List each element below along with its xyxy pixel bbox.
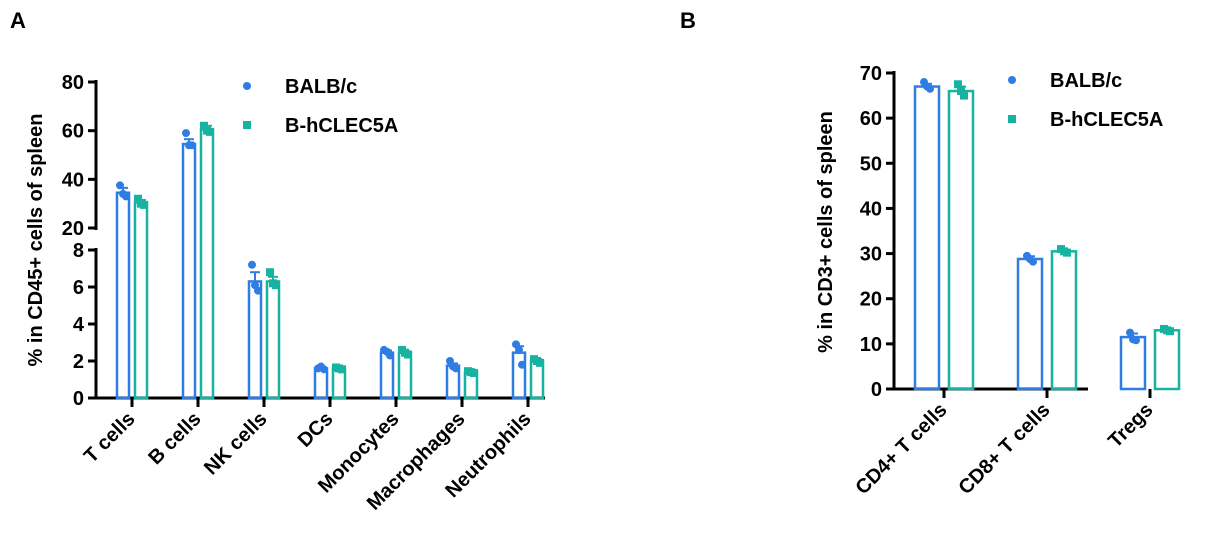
x-tick-label-cd8-t-cells: CD8+ T cells [954,399,1054,499]
y-axis-label: % in CD3+ cells of spleen [815,111,837,353]
data-point-balb-c-neutrophils-2 [518,360,526,369]
bar-b-hclec5a-t-cells [133,201,149,400]
data-point-balb-c-tregs-2 [1132,336,1140,345]
y-tick-label-4: 4 [73,314,85,336]
y-tick-label-50: 50 [860,153,882,175]
data-point-b-hclec5a-t-cells-0 [134,194,142,203]
y-tick-label-0: 0 [871,379,882,401]
y-tick-label-30: 30 [860,244,882,266]
legend-marker-b-hclec5a [1008,115,1016,123]
data-point-b-hclec5a-nk-cells-0 [266,268,274,277]
x-tick-label-cd4-t-cells: CD4+ T cells [851,399,951,499]
data-point-balb-c-neutrophils-1 [515,345,523,354]
legend-label-b-hclec5a: B-hCLEC5A [285,115,398,137]
data-point-balb-c-t-cells-0 [116,181,124,190]
y-tick-label-2: 2 [73,351,84,373]
data-point-balb-c-t-cells-2 [122,192,130,201]
data-point-balb-c-tregs-0 [1126,328,1134,337]
bar-balb-c-t-cells [115,191,131,400]
data-point-b-hclec5a-macrophages-2 [470,369,478,378]
data-point-balb-c-b-cells-2 [188,141,196,150]
bar-b-hclec5a-b-cells [199,128,215,400]
y-axis-label: % in CD45+ cells of spleen [25,114,47,367]
legend-marker-balb-c [243,82,251,90]
legend-label-balb-c: BALB/c [285,76,357,98]
bar-balb-c-cd8-t-cells [1016,257,1044,391]
data-point-balb-c-b-cells-0 [182,129,190,138]
data-point-b-hclec5a-b-cells-0 [200,121,208,130]
data-point-b-hclec5a-b-cells-2 [206,127,214,136]
y-tick-label-8: 8 [73,240,84,262]
panel-letter-b: B [680,8,696,33]
data-point-b-hclec5a-cd4-t-cells-0 [954,80,962,89]
y-tick-label-10: 10 [860,334,882,356]
chart-panel-b: 0 10 20 30 40 50 60 70 % in CD3+ cells of spleen… [815,63,1181,499]
bar-balb-c-b-cells [181,142,197,400]
y-tick-label-6: 6 [73,277,84,299]
x-tick-label-tregs: Tregs [1104,399,1157,452]
data-point-b-hclec5a-cd4-t-cells-1 [957,87,965,96]
bar-b-hclec5a-monocytes [397,351,413,400]
y-tick-label-0: 0 [73,388,84,410]
y-tick-label-80: 80 [62,72,84,94]
data-point-balb-c-macrophages-2 [452,364,460,373]
x-tick-label-nk-cells: NK cells [200,408,271,479]
y-tick-label-60: 60 [860,108,882,130]
data-point-balb-c-cd4-t-cells-2 [926,84,934,93]
legend-label-balb-c: BALB/c [1050,70,1122,92]
bar-b-hclec5a-tregs [1153,329,1181,391]
y-tick-label-60: 60 [62,121,84,143]
data-point-b-hclec5a-monocytes-2 [404,350,412,359]
bar-balb-c-tregs [1119,335,1147,391]
bar-b-hclec5a-nk-cells [265,280,281,400]
bar-balb-c-neutrophils [511,351,527,400]
data-point-balb-c-nk-cells-0 [248,260,256,269]
legend-marker-b-hclec5a [243,121,251,129]
data-point-balb-c-monocytes-2 [386,351,394,360]
bar-balb-c-cd4-t-cells [913,85,941,391]
x-tick-label-dcs: DCs [294,408,338,452]
y-tick-label-20: 20 [860,289,882,311]
y-tick-label-70: 70 [860,63,882,85]
legend-marker-balb-c [1008,76,1016,84]
bar-b-hclec5a-cd4-t-cells [947,89,975,391]
legend-label-b-hclec5a: B-hCLEC5A [1050,109,1163,131]
x-tick-label-b-cells: B cells [144,408,205,469]
data-point-b-hclec5a-cd8-t-cells-2 [1063,248,1071,257]
bar-b-hclec5a-cd8-t-cells [1050,250,1078,391]
bar-balb-c-nk-cells [247,280,263,400]
bar-balb-c-monocytes [379,351,395,400]
data-point-b-hclec5a-t-cells-2 [140,200,148,209]
y-tick-label-20: 20 [62,218,84,240]
data-point-b-hclec5a-dcs-2 [338,365,346,374]
data-point-b-hclec5a-nk-cells-2 [272,281,280,290]
data-point-b-hclec5a-cd4-t-cells-2 [960,91,968,100]
data-point-b-hclec5a-tregs-2 [1166,327,1174,336]
y-tick-label-40: 40 [860,198,882,220]
panel-letter-a: A [10,8,26,33]
y-tick-label-40: 40 [62,169,84,191]
x-tick-label-t-cells: T cells [80,408,140,468]
data-point-balb-c-cd8-t-cells-2 [1029,257,1037,266]
data-point-balb-c-dcs-2 [320,365,328,374]
data-point-balb-c-nk-cells-2 [254,286,262,295]
data-point-b-hclec5a-neutrophils-2 [536,358,544,367]
chart-panel-a: 0 2 4 6 820 40 60 80 % in CD45+ cells of spleen T… [25,72,545,515]
